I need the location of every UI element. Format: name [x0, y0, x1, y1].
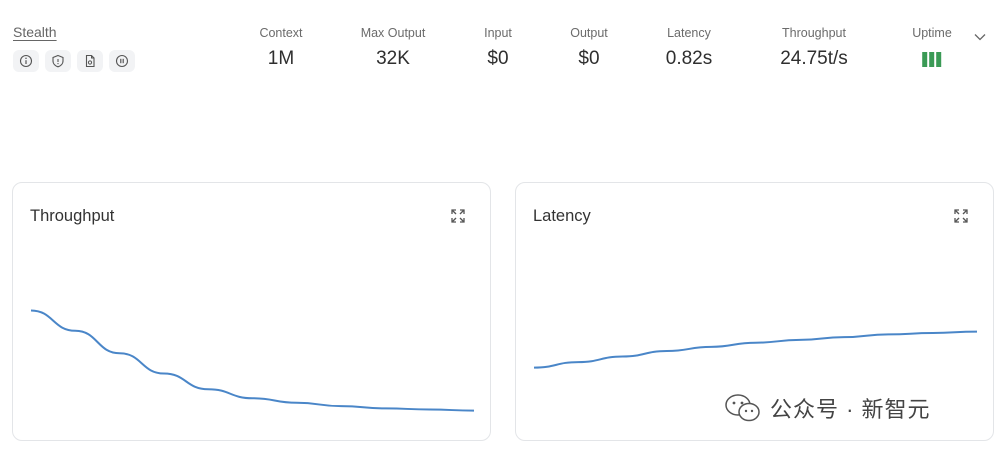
stat-label: Output	[570, 26, 608, 40]
watermark-text: 公众号 · 新智元	[770, 397, 931, 422]
stat-latency: Latency 0.82s	[666, 26, 712, 70]
stat-value: 32K	[376, 48, 410, 69]
chart-title: Latency	[533, 207, 591, 225]
stat-value: $0	[578, 48, 600, 69]
throughput-chart	[30, 309, 475, 412]
expand-icon[interactable]	[953, 208, 969, 224]
stat-value: $0	[487, 48, 509, 69]
series-line	[533, 330, 978, 369]
document-icon[interactable]	[77, 50, 103, 72]
watermark: 公众号 · 新智元	[724, 392, 931, 424]
stat-label: Throughput	[782, 26, 846, 40]
stat-value: 1M	[267, 48, 295, 69]
latency-chart	[533, 330, 978, 369]
expand-icon[interactable]	[450, 208, 466, 224]
stat-input: Input $0	[484, 26, 512, 70]
latency-chart-card: Latency	[515, 182, 994, 441]
stat-label: Input	[484, 26, 512, 40]
stat-label: Max Output	[360, 26, 426, 40]
provider-badges	[13, 50, 135, 72]
provider-name-link[interactable]: Stealth	[13, 24, 57, 40]
stat-context: Context 1M	[259, 26, 302, 70]
stat-label: Latency	[667, 26, 711, 40]
chart-title: Throughput	[30, 207, 115, 225]
chevron-down-icon[interactable]	[973, 30, 987, 44]
uptime-bar	[922, 52, 928, 67]
shield-icon[interactable]	[45, 50, 71, 72]
stat-output: Output $0	[570, 26, 608, 70]
stat-max-output: Max Output 32K	[361, 26, 426, 70]
stat-label: Uptime	[912, 26, 952, 40]
pause-icon[interactable]	[109, 50, 135, 72]
stat-value: 24.75t/s	[780, 48, 848, 69]
stats-row: Context 1M Max Output 32K Input $0 Outpu…	[0, 26, 1000, 76]
info-icon[interactable]	[13, 50, 39, 72]
stat-value: 0.82s	[665, 48, 713, 69]
uptime-bars[interactable]	[912, 52, 952, 67]
uptime-bar	[936, 52, 942, 67]
stat-uptime: Uptime	[912, 26, 952, 67]
provider-info: Stealth	[13, 24, 135, 72]
throughput-chart-card: Throughput	[12, 182, 491, 441]
uptime-bar	[929, 52, 935, 67]
stat-throughput: Throughput 24.75t/s	[780, 26, 848, 70]
stat-label: Context	[259, 26, 303, 40]
wechat-icon	[725, 394, 760, 422]
series-line	[30, 309, 475, 412]
